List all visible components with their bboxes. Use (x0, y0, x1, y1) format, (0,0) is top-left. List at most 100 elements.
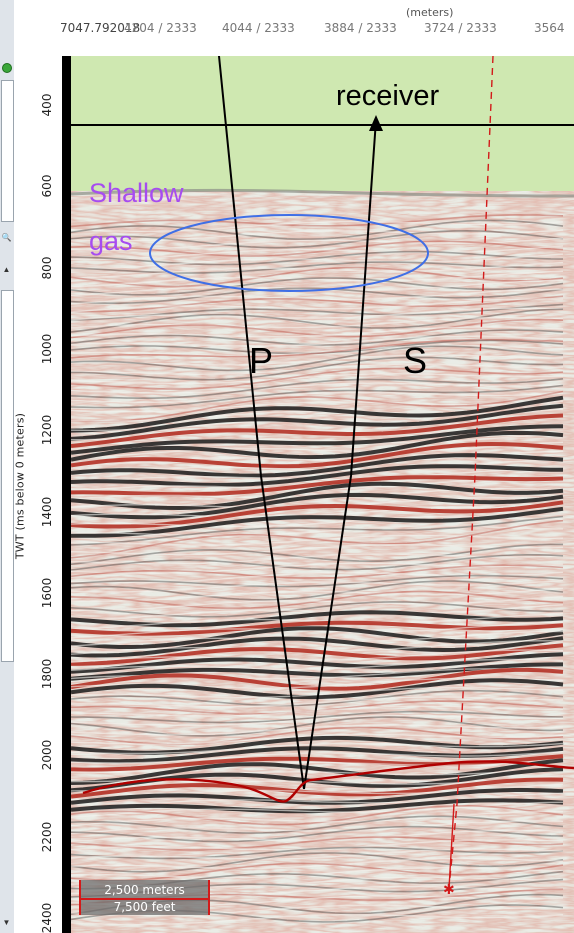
reflector-band (71, 621, 564, 639)
reflector-band (71, 571, 564, 584)
reflector-band (71, 601, 564, 618)
reflector-band (71, 316, 564, 329)
reflector-band (71, 261, 564, 274)
reflector-band (71, 475, 564, 497)
reflector-band (71, 580, 564, 601)
reflector-band (71, 515, 564, 546)
reflector-band (71, 403, 564, 441)
y-tick-label: 2400 (40, 902, 54, 933)
reflector-band (71, 754, 564, 772)
reflector-band (71, 846, 564, 860)
annotation-overlay: ✱ (71, 56, 574, 898)
y-tick-label: 2200 (40, 821, 54, 852)
reflector-band (71, 430, 564, 462)
reflector-band (71, 245, 564, 261)
y-axis: TWT (ms below 0 meters) 400 600 800 1000 120… (13, 0, 76, 933)
shallow-gas-label-line1: Shallow (89, 178, 184, 208)
seismic-section[interactable]: ✱ source receiver Shallow gas P S 2,500 … (71, 56, 574, 933)
reflector-band (71, 525, 564, 537)
left-list-box (1, 290, 14, 662)
s-wave-label: S (403, 340, 428, 381)
reflector-band (71, 453, 564, 478)
reflector-band (71, 400, 564, 413)
reflector-band (71, 506, 564, 538)
reflector-band (71, 857, 564, 869)
p-wave-label: P (249, 340, 274, 381)
y-tick-label: 800 (40, 256, 54, 280)
receiver-label: receiver (336, 80, 440, 112)
reflector-band (71, 595, 564, 612)
left-panel-box (1, 80, 14, 222)
y-tick-label: 1800 (40, 658, 54, 690)
reflector-band (71, 378, 564, 400)
reflector-band (71, 750, 564, 764)
reflector-band (71, 481, 564, 511)
reflector-band (71, 811, 563, 827)
reflector-band (71, 836, 564, 851)
reflector-band (71, 214, 564, 228)
reflector-band (71, 904, 564, 916)
reflector-band (71, 492, 564, 520)
y-tick-label: 2000 (40, 740, 54, 771)
reflector-band (71, 667, 564, 691)
y-tick-label: 1600 (40, 577, 54, 609)
reflector-band (71, 804, 564, 826)
y-tick-label: 1000 (40, 333, 54, 365)
reflector-band (71, 519, 564, 559)
reflector-band (71, 534, 564, 546)
reflector-band (71, 253, 564, 270)
reflector-band (71, 758, 564, 785)
reflector-band (71, 464, 564, 487)
reflector-band (71, 441, 564, 469)
status-green-icon[interactable] (2, 63, 12, 73)
reflector-band (71, 287, 564, 304)
reflector-band (71, 867, 564, 879)
reflector-band (71, 372, 564, 385)
reflector-band (71, 219, 564, 240)
reflector-band (71, 229, 564, 249)
reflector-band (71, 658, 564, 671)
reflector-band (71, 367, 564, 390)
reflector-band (71, 820, 564, 835)
reflector-band (71, 424, 564, 455)
well-path-dashed (448, 56, 494, 889)
scroll-up-icon[interactable]: ▲ (2, 265, 11, 274)
reflector-band (71, 288, 563, 305)
reflector-band (71, 441, 564, 459)
scale-bar-feet: 7,500 feet (113, 900, 176, 914)
y-axis-label: TWT (ms below 0 meters) (13, 412, 27, 560)
scroll-down-icon[interactable]: ▼ (2, 918, 11, 927)
reflector-band (71, 839, 564, 851)
reflector-band (71, 652, 564, 674)
reflector-band (71, 612, 564, 630)
reflector-band (71, 626, 564, 649)
x-tick-label: 3724 / 2333 (424, 21, 497, 35)
reflector-band (71, 758, 564, 773)
reflector-band (71, 777, 564, 799)
reflector-band (71, 686, 564, 699)
zoom-icon[interactable]: 🔍 (1, 233, 12, 242)
reflector-band (71, 788, 564, 805)
reflector-band (71, 356, 564, 381)
reflector-band (71, 554, 564, 571)
left-tool-strip: 🔍 ▲ ▼ (0, 0, 15, 933)
reflector-band (71, 579, 564, 593)
reflector-band (71, 382, 564, 394)
well-path-solid (448, 803, 455, 889)
reflector-band (71, 815, 564, 834)
y-tick-label: 1200 (40, 414, 54, 446)
reflector-band (71, 390, 564, 423)
reflector-band (71, 649, 564, 663)
reflector-band (71, 237, 564, 251)
reflector-band (71, 862, 564, 881)
reflector-band (71, 270, 564, 288)
reflector-band (71, 544, 564, 556)
reflector-band (71, 266, 564, 288)
reflector-band (71, 298, 564, 313)
y-tick-label: 1400 (40, 496, 54, 527)
reflector-band (71, 714, 564, 727)
reflector-band (71, 229, 564, 242)
reflector-band (71, 338, 564, 359)
picked-horizon (82, 760, 574, 803)
reflector-band (71, 240, 564, 257)
